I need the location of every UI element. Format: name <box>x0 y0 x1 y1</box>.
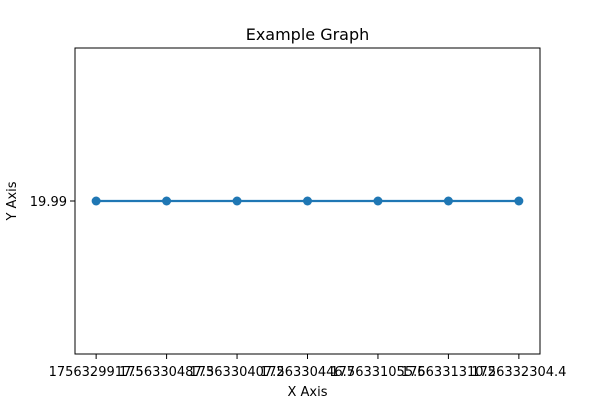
x-tick-label: 1756330487.3 <box>119 365 214 380</box>
x-tick-label: 1756329917.5 <box>49 365 144 380</box>
data-point <box>443 196 453 206</box>
chart-title: Example Graph <box>246 25 370 44</box>
data-point <box>232 196 242 206</box>
data-point <box>514 196 524 206</box>
x-tick-label: 1756331310.2 <box>401 365 496 380</box>
x-tick-label: 1756330407.2 <box>189 365 284 380</box>
y-tick-label: 19.99 <box>30 195 67 210</box>
data-point <box>373 196 383 206</box>
y-axis-ticks: 19.99 <box>30 195 75 210</box>
x-tick-label: 1756330446.7 <box>260 365 355 380</box>
data-point <box>91 196 101 206</box>
y-axis-title: Y Axis <box>5 181 20 221</box>
x-tick-label: 1756332304.4 <box>471 365 566 380</box>
series-layer <box>91 196 524 206</box>
x-axis-title: X Axis <box>287 385 327 400</box>
data-point <box>303 196 312 206</box>
data-point <box>162 196 172 206</box>
x-tick-label: 1756331055.6 <box>330 365 425 380</box>
x-axis-ticks: 1756329917.51756330487.31756330407.21756… <box>49 354 566 380</box>
